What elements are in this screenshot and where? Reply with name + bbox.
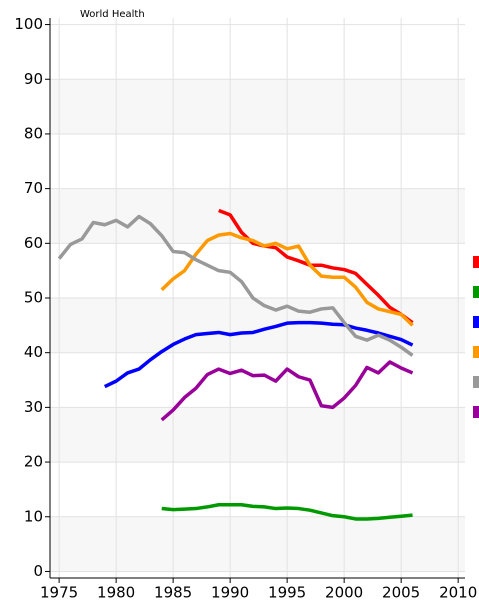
legend-swatch: [473, 376, 479, 388]
series-line: [160, 360, 414, 422]
y-tick-label: 0: [33, 562, 43, 580]
x-tick-label: 1975: [40, 584, 78, 602]
y-tick-label: 40: [24, 343, 43, 361]
series-line: [161, 502, 413, 521]
y-tick-label: 100: [14, 15, 43, 33]
legend-swatch: [473, 316, 479, 328]
y-tick-label: 80: [24, 124, 43, 142]
x-tick-label: 2000: [325, 584, 363, 602]
series-line: [103, 320, 414, 389]
grid-band: [50, 298, 465, 353]
legend-swatch: [473, 286, 479, 298]
y-tick-label: 90: [24, 70, 43, 88]
x-tick-label: 1985: [154, 584, 192, 602]
y-tick-label: 50: [24, 289, 43, 307]
watermark: World Health: [80, 9, 145, 20]
y-tick-label: 10: [24, 507, 43, 525]
x-tick-label: 2010: [439, 584, 477, 602]
y-tick-label: 30: [24, 398, 43, 416]
legend-swatch: [473, 256, 479, 268]
series-line: [57, 214, 414, 357]
x-tick-label: 1980: [97, 584, 135, 602]
y-tick-label: 70: [24, 179, 43, 197]
grid-band: [50, 188, 465, 244]
x-tick-label: 2005: [382, 584, 420, 602]
grid-band: [50, 407, 465, 463]
series-line: [160, 231, 414, 327]
grid-band: [50, 516, 465, 572]
x-tick-label: 1990: [211, 584, 249, 602]
y-tick-label: 60: [24, 234, 43, 252]
legend-swatch: [473, 406, 479, 418]
x-tick-label: 1995: [268, 584, 306, 602]
grid-band: [50, 79, 465, 134]
y-tick-label: 20: [24, 453, 43, 471]
legend-swatch: [473, 346, 479, 358]
